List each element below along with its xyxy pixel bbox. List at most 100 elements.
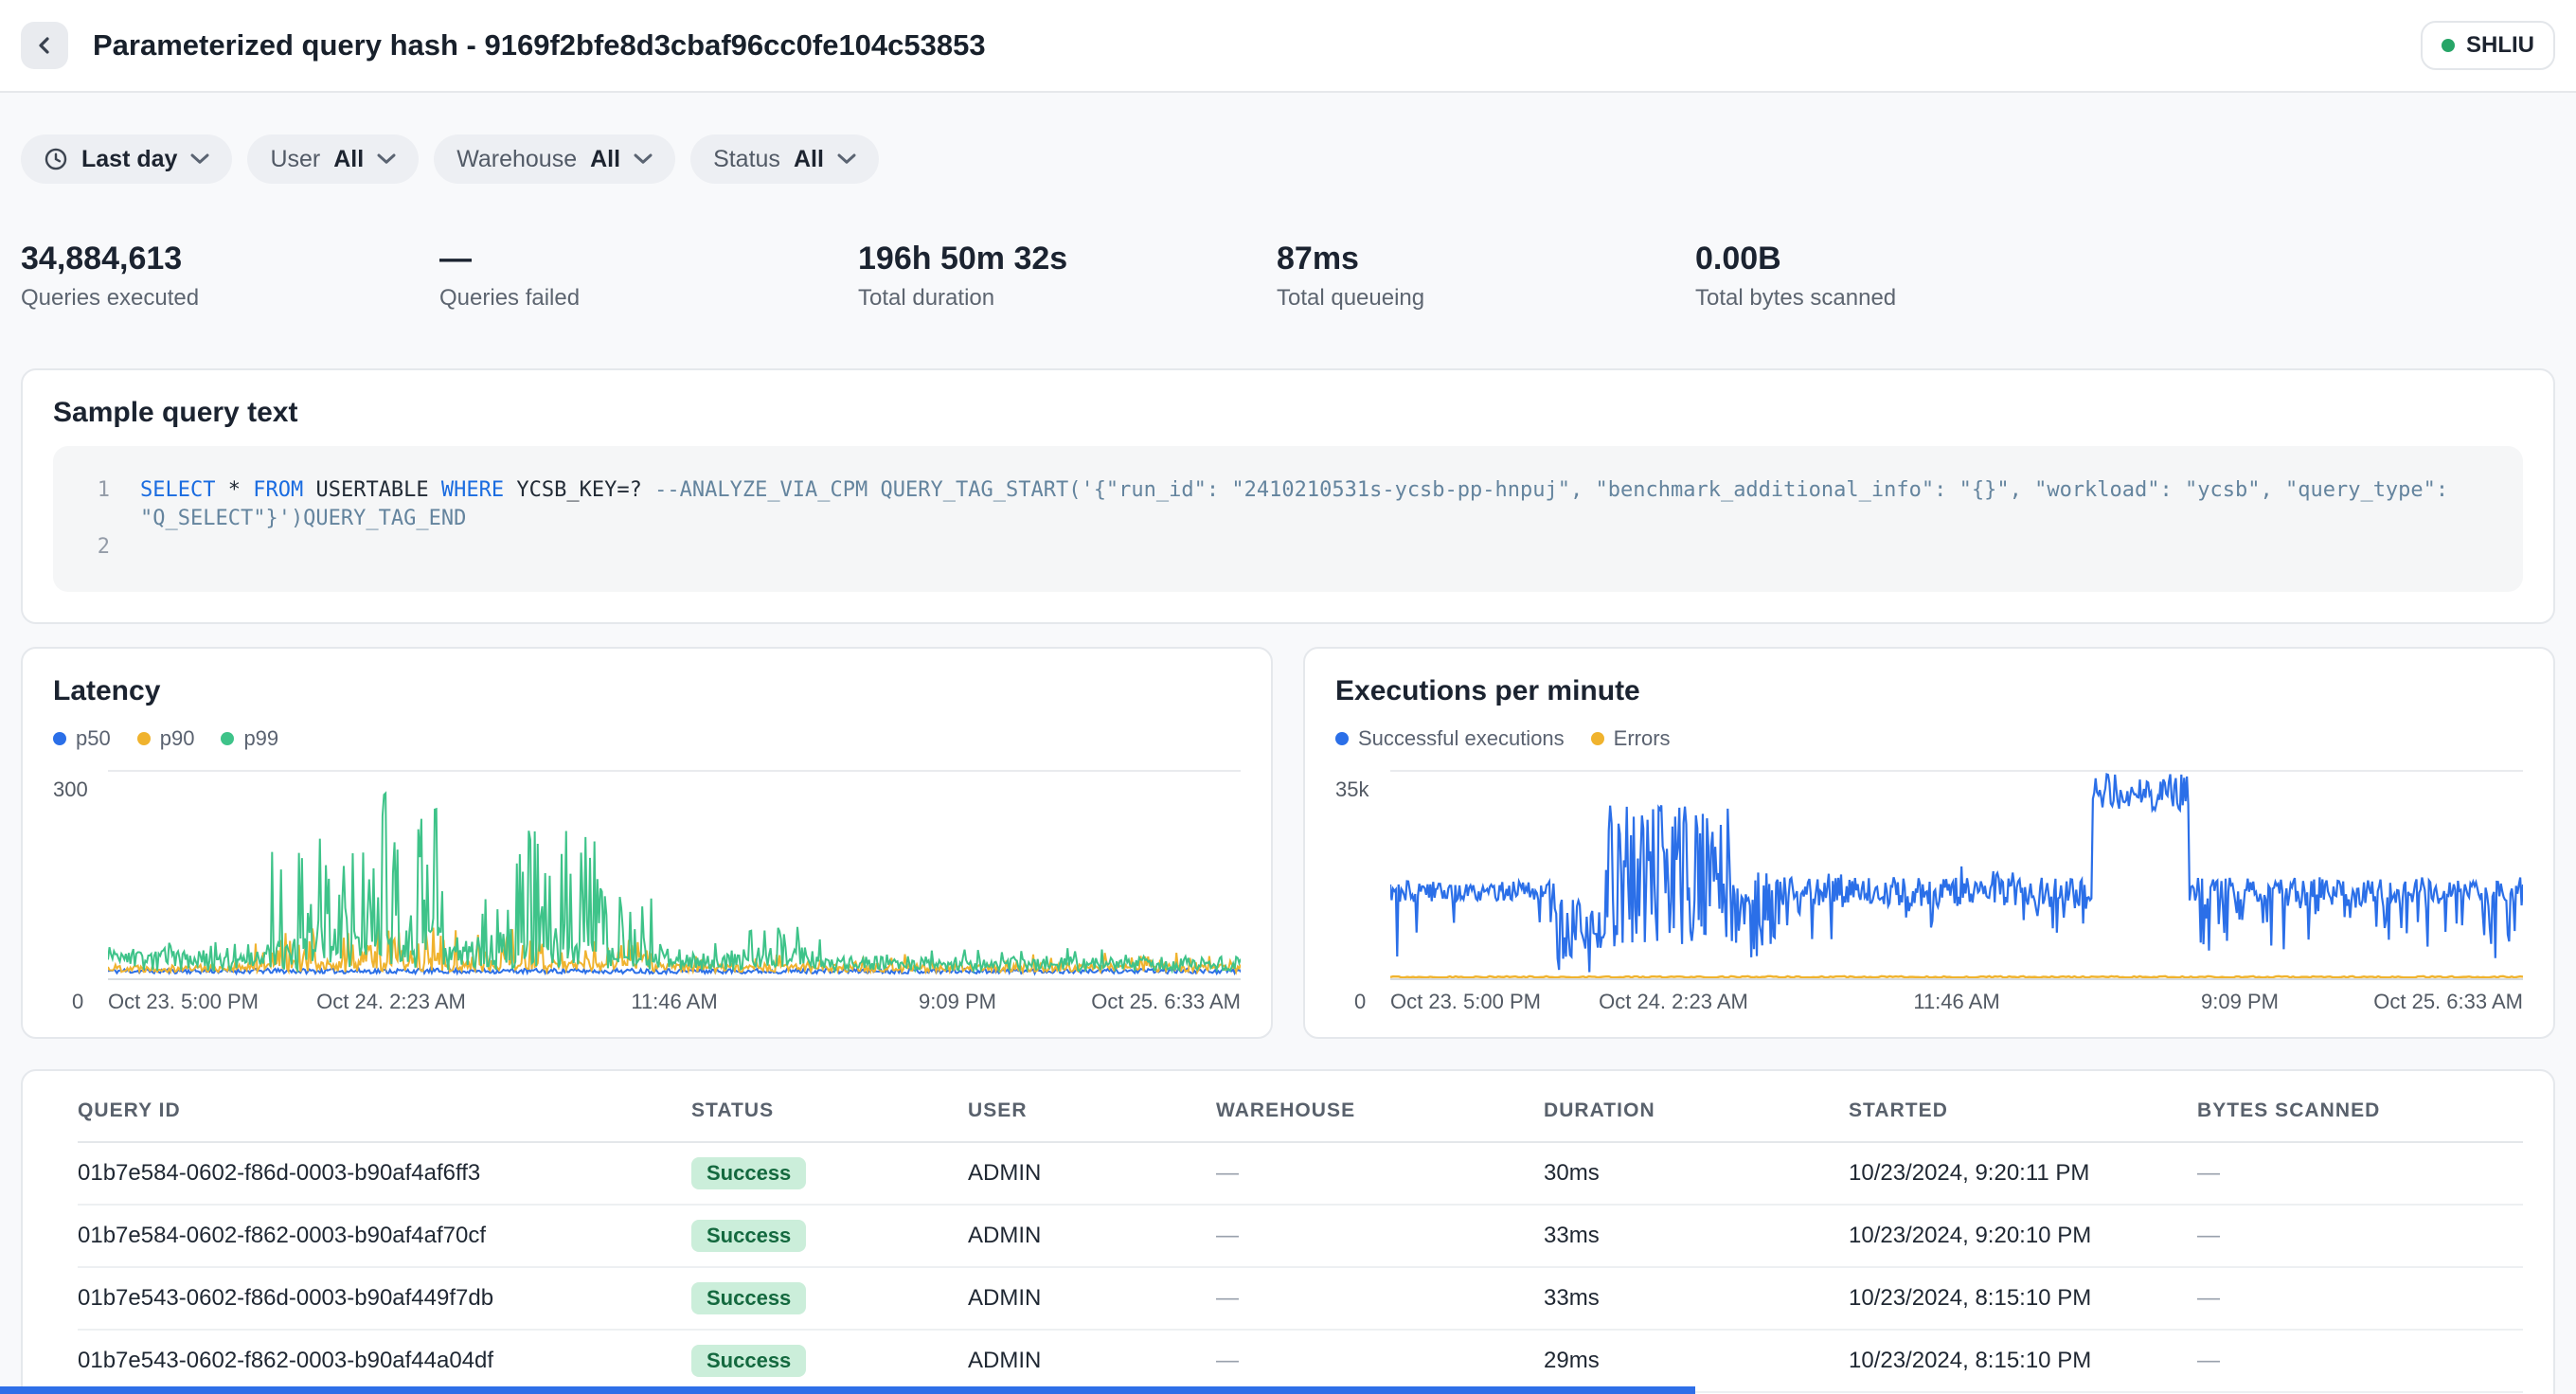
stat-queries-executed: 34,884,613Queries executed bbox=[21, 241, 439, 312]
queries-table-card: QUERY IDSTATUSUSERWAREHOUSEDURATIONSTART… bbox=[21, 1069, 2555, 1394]
stat-label: Total duration bbox=[858, 285, 1277, 312]
cell-status: Success bbox=[691, 1220, 968, 1252]
sql-code-block[interactable]: 1 SELECT * FROM USERTABLE WHERE YCSB_KEY=… bbox=[53, 446, 2523, 592]
legend-label: Errors bbox=[1614, 726, 1671, 751]
chart-legend: Successful executions Errors bbox=[1335, 726, 2523, 751]
table-row[interactable]: 01b7e584-0602-f86d-0003-b90af4af6ff3Succ… bbox=[78, 1143, 2523, 1206]
x-tick-label: Oct 25. 6:33 AM bbox=[2373, 990, 2523, 1014]
sql-text: SELECT * FROM USERTABLE WHERE YCSB_KEY=?… bbox=[140, 476, 2493, 533]
legend-dot-icon bbox=[137, 732, 151, 745]
legend-dot-icon bbox=[53, 732, 66, 745]
cell-duration: 33ms bbox=[1544, 1223, 1849, 1249]
filter-value: All bbox=[590, 146, 620, 173]
x-tick-label: Oct 23. 5:00 PM bbox=[108, 990, 259, 1014]
column-header-status: STATUS bbox=[691, 1099, 968, 1122]
back-button[interactable] bbox=[21, 22, 68, 69]
stat-label: Total queueing bbox=[1277, 285, 1695, 312]
cell-duration: 33ms bbox=[1544, 1285, 1849, 1312]
filter-bar: Last dayUserAllWarehouseAllStatusAll bbox=[21, 134, 2555, 184]
filter-user[interactable]: UserAll bbox=[247, 134, 419, 184]
x-tick-label: 11:46 AM bbox=[631, 990, 717, 1014]
sample-query-card: Sample query text 1SELECT * FROM USERTAB… bbox=[21, 368, 2555, 624]
x-tick-label: Oct 25. 6:33 AM bbox=[1091, 990, 1241, 1014]
chart-legend: p50p90p99 bbox=[53, 726, 1241, 751]
x-tick-labels: Oct 23. 5:00 PMOct 24. 2:23 AM11:46 AM9:… bbox=[1390, 990, 2523, 1016]
plot-row: 300 bbox=[53, 770, 1241, 980]
cell-bytes_scanned: — bbox=[2197, 1348, 2523, 1374]
table-row[interactable]: 01b7e584-0602-f862-0003-b90af4af70cfSucc… bbox=[78, 1206, 2523, 1268]
y-axis-max-label: 35k bbox=[1335, 777, 1368, 802]
bottom-progress-bar bbox=[0, 1386, 1695, 1394]
filter-value: All bbox=[333, 146, 364, 173]
table-row[interactable]: 01b7e543-0602-f86d-0003-b90af449f7dbSucc… bbox=[78, 1268, 2523, 1331]
stats-row: 34,884,613Queries executed— Queries faile… bbox=[21, 241, 2555, 312]
table-row[interactable]: 01b7e543-0602-f862-0003-b90af44a04dfSucc… bbox=[78, 1331, 2523, 1393]
stat-label: Queries failed bbox=[439, 285, 858, 312]
cell-warehouse: — bbox=[1216, 1285, 1544, 1312]
cell-status: Success bbox=[691, 1282, 968, 1314]
y-axis-gutter: 35k bbox=[1335, 770, 1390, 980]
cell-duration: 30ms bbox=[1544, 1160, 1849, 1187]
chart-card-latency: Latency p50p90p99 300 0Oct 23. 5:00 PMOct 2… bbox=[21, 647, 1273, 1039]
account-badge[interactable]: SHLIU bbox=[2421, 21, 2555, 70]
chart-plot[interactable] bbox=[108, 770, 1241, 980]
cell-started: 10/23/2024, 9:20:11 PM bbox=[1849, 1160, 2197, 1187]
cell-bytes_scanned: — bbox=[2197, 1285, 2523, 1312]
stat-value: — bbox=[439, 241, 858, 277]
cell-user: ADMIN bbox=[968, 1348, 1216, 1374]
chevron-down-icon bbox=[634, 153, 653, 165]
cell-started: 10/23/2024, 8:15:10 PM bbox=[1849, 1348, 2197, 1374]
clock-icon bbox=[44, 147, 68, 171]
stat-total-queueing: 87ms Total queueing bbox=[1277, 241, 1695, 312]
cell-started: 10/23/2024, 8:15:10 PM bbox=[1849, 1285, 2197, 1312]
legend-dot-icon bbox=[221, 732, 234, 745]
line-number: 2 bbox=[83, 533, 110, 562]
cell-started: 10/23/2024, 9:20:10 PM bbox=[1849, 1223, 2197, 1249]
chart-plot[interactable] bbox=[1390, 770, 2523, 980]
x-axis: 0Oct 23. 5:00 PMOct 24. 2:23 AM11:46 AM9… bbox=[53, 990, 1241, 1016]
column-header-started: STARTED bbox=[1849, 1099, 2197, 1122]
filter-warehouse[interactable]: WarehouseAll bbox=[434, 134, 675, 184]
status-badge: Success bbox=[691, 1345, 806, 1377]
filter-time-range[interactable]: Last day bbox=[21, 134, 232, 184]
legend-label: Successful executions bbox=[1358, 726, 1565, 751]
cell-status: Success bbox=[691, 1157, 968, 1189]
cell-duration: 29ms bbox=[1544, 1348, 1849, 1374]
legend-item: p50 bbox=[53, 726, 111, 751]
column-header-bytes-scanned: BYTES SCANNED bbox=[2197, 1099, 2523, 1122]
x-tick-label: 9:09 PM bbox=[2201, 990, 2279, 1014]
x-tick-label: 9:09 PM bbox=[919, 990, 996, 1014]
account-badge-label: SHLIU bbox=[2466, 32, 2534, 59]
legend-item: p99 bbox=[221, 726, 278, 751]
status-badge: Success bbox=[691, 1282, 806, 1314]
stat-value: 87ms bbox=[1277, 241, 1695, 277]
code-line: 1 SELECT * FROM USERTABLE WHERE YCSB_KEY=… bbox=[83, 476, 2493, 533]
legend-dot-icon bbox=[1335, 732, 1349, 745]
chevron-down-icon bbox=[190, 153, 209, 165]
stat-label: Total bytes scanned bbox=[1695, 285, 2114, 312]
chevron-left-icon bbox=[33, 34, 56, 57]
page-header: Parameterized query hash - 9169f2bfe8d3c… bbox=[0, 0, 2576, 93]
line-number: 1 bbox=[83, 476, 110, 533]
cell-bytes_scanned: — bbox=[2197, 1223, 2523, 1249]
page-body: Last dayUserAllWarehouseAllStatusAll 34,… bbox=[0, 134, 2576, 1394]
column-header-warehouse: WAREHOUSE bbox=[1216, 1099, 1544, 1122]
sql-text bbox=[140, 533, 2493, 562]
cell-user: ADMIN bbox=[968, 1160, 1216, 1187]
x-tick-label: 11:46 AM bbox=[1913, 990, 1999, 1014]
status-badge: Success bbox=[691, 1157, 806, 1189]
cell-query_id: 01b7e584-0602-f862-0003-b90af4af70cf bbox=[78, 1223, 691, 1249]
filter-label: Status bbox=[713, 146, 780, 173]
chart-card-executions: Executions per minute Successful executio… bbox=[1303, 647, 2555, 1039]
legend-item: Successful executions bbox=[1335, 726, 1565, 751]
chart-title: Executions per minute bbox=[1335, 675, 2523, 707]
charts-row: Latency p50p90p99 300 0Oct 23. 5:00 PMOct 2… bbox=[21, 647, 2555, 1039]
x-tick-labels: Oct 23. 5:00 PMOct 24. 2:23 AM11:46 AM9:… bbox=[108, 990, 1241, 1016]
y-axis-max-label: 300 bbox=[53, 777, 88, 802]
cell-user: ADMIN bbox=[968, 1285, 1216, 1312]
filter-status[interactable]: StatusAll bbox=[690, 134, 879, 184]
cell-bytes_scanned: — bbox=[2197, 1160, 2523, 1187]
plot-row: 35k bbox=[1335, 770, 2523, 980]
chart-title: Latency bbox=[53, 675, 1241, 707]
stat-value: 0.00B bbox=[1695, 241, 2114, 277]
